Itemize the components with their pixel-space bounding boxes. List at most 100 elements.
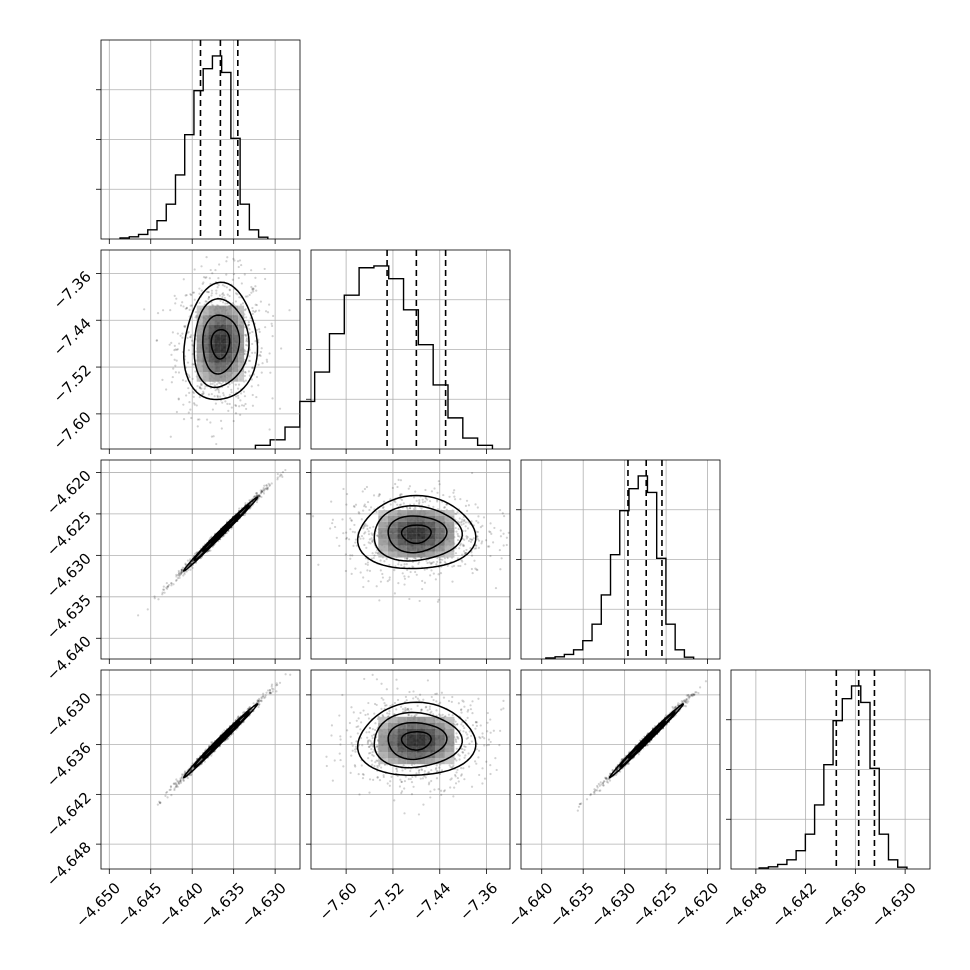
scatter-point	[355, 719, 358, 722]
scatter-point	[417, 813, 421, 816]
scatter-point	[435, 766, 438, 770]
density-cell	[406, 545, 417, 552]
scatter-point	[424, 706, 427, 709]
scatter-point	[188, 376, 191, 379]
scatter-point	[388, 784, 391, 787]
density-cell	[387, 716, 398, 723]
scatter-point	[465, 737, 468, 740]
scatter-point	[414, 490, 417, 493]
scatter-point	[179, 781, 183, 784]
scatter-point	[246, 337, 249, 340]
scatter-point	[380, 696, 383, 700]
scatter-point	[180, 568, 184, 572]
scatter-point	[473, 559, 476, 562]
density-cell	[232, 315, 239, 325]
scatter-point	[382, 775, 385, 779]
scatter-point	[331, 779, 334, 782]
scatter-point	[196, 418, 200, 421]
scatter-point	[258, 309, 261, 312]
scatter-point	[213, 384, 216, 387]
scatter-point	[446, 564, 449, 567]
scatter-point	[457, 753, 460, 756]
scatter-point	[353, 764, 356, 767]
scatter-point	[205, 300, 208, 303]
scatter-point	[252, 290, 255, 293]
scatter-point	[407, 714, 410, 717]
scatter-point	[393, 701, 397, 705]
scatter-point	[211, 382, 214, 385]
scatter-point	[389, 503, 392, 506]
scatter-point	[403, 787, 406, 790]
scatter-point	[425, 559, 428, 562]
density-cell	[214, 362, 221, 373]
scatter-point	[257, 701, 260, 704]
scatter-point	[410, 781, 414, 784]
density-cell	[416, 758, 426, 765]
scatter-point	[254, 285, 257, 288]
density-cell	[208, 362, 215, 373]
scatter-point	[492, 541, 495, 544]
scatter-point	[474, 544, 477, 547]
scatter-point	[379, 580, 383, 583]
scatter-point	[353, 505, 356, 508]
scatter-point	[397, 478, 400, 481]
scatter-point	[258, 697, 261, 700]
scatter-point	[296, 489, 298, 491]
density-cell	[232, 305, 239, 316]
scatter-point	[186, 559, 190, 562]
scatter-point	[471, 538, 474, 541]
scatter-point	[265, 484, 268, 487]
scatter-point	[264, 487, 267, 490]
scatter-point	[215, 383, 219, 386]
scatter-point	[348, 721, 351, 725]
scatter-point	[500, 708, 503, 711]
scatter-point	[372, 754, 375, 758]
scatter-point	[374, 722, 377, 725]
scatter-point	[197, 463, 199, 465]
panel-frame	[100, 669, 301, 870]
density-cell	[416, 516, 426, 522]
scatter-panel-3-0: −4.650−4.645−4.640−4.635−4.630−4.648−4.6…	[43, 669, 301, 931]
scatter-point	[173, 344, 176, 347]
scatter-point	[330, 500, 333, 503]
scatter-point	[462, 522, 465, 525]
scatter-point	[182, 278, 185, 281]
scatter-point	[459, 729, 462, 732]
scatter-point	[463, 778, 466, 781]
density-cell	[378, 722, 388, 729]
scatter-point	[492, 729, 495, 732]
scatter-point	[185, 570, 188, 573]
scatter-point	[388, 578, 391, 581]
scatter-point	[333, 525, 337, 529]
scatter-point	[191, 566, 194, 569]
scatter-point	[380, 707, 383, 710]
scatter-point	[175, 778, 178, 781]
scatter-point	[260, 347, 263, 350]
scatter-point	[505, 536, 508, 539]
scatter-point	[428, 708, 431, 711]
scatter-point	[450, 700, 453, 703]
density-cell	[444, 516, 455, 522]
scatter-point	[403, 710, 407, 713]
density-cell	[435, 521, 445, 528]
scatter-point	[266, 486, 269, 489]
scatter-point	[156, 803, 159, 806]
scatter-point	[261, 362, 264, 365]
scatter-point	[338, 752, 341, 755]
scatter-point	[371, 539, 374, 542]
scatter-point	[257, 700, 260, 703]
scatter-point	[155, 339, 158, 342]
scatter-point	[364, 713, 367, 717]
scatter-point	[502, 707, 505, 710]
scatter-point	[463, 748, 466, 751]
scatter-point	[192, 402, 196, 405]
scatter-point	[426, 561, 429, 565]
scatter-point	[165, 388, 168, 391]
scatter-point	[199, 383, 203, 387]
scatter-point	[240, 282, 243, 285]
scatter-point	[200, 383, 204, 386]
scatter-point	[462, 520, 466, 523]
scatter-point	[418, 693, 422, 696]
scatter-point	[376, 764, 379, 768]
scatter-point	[189, 568, 192, 571]
